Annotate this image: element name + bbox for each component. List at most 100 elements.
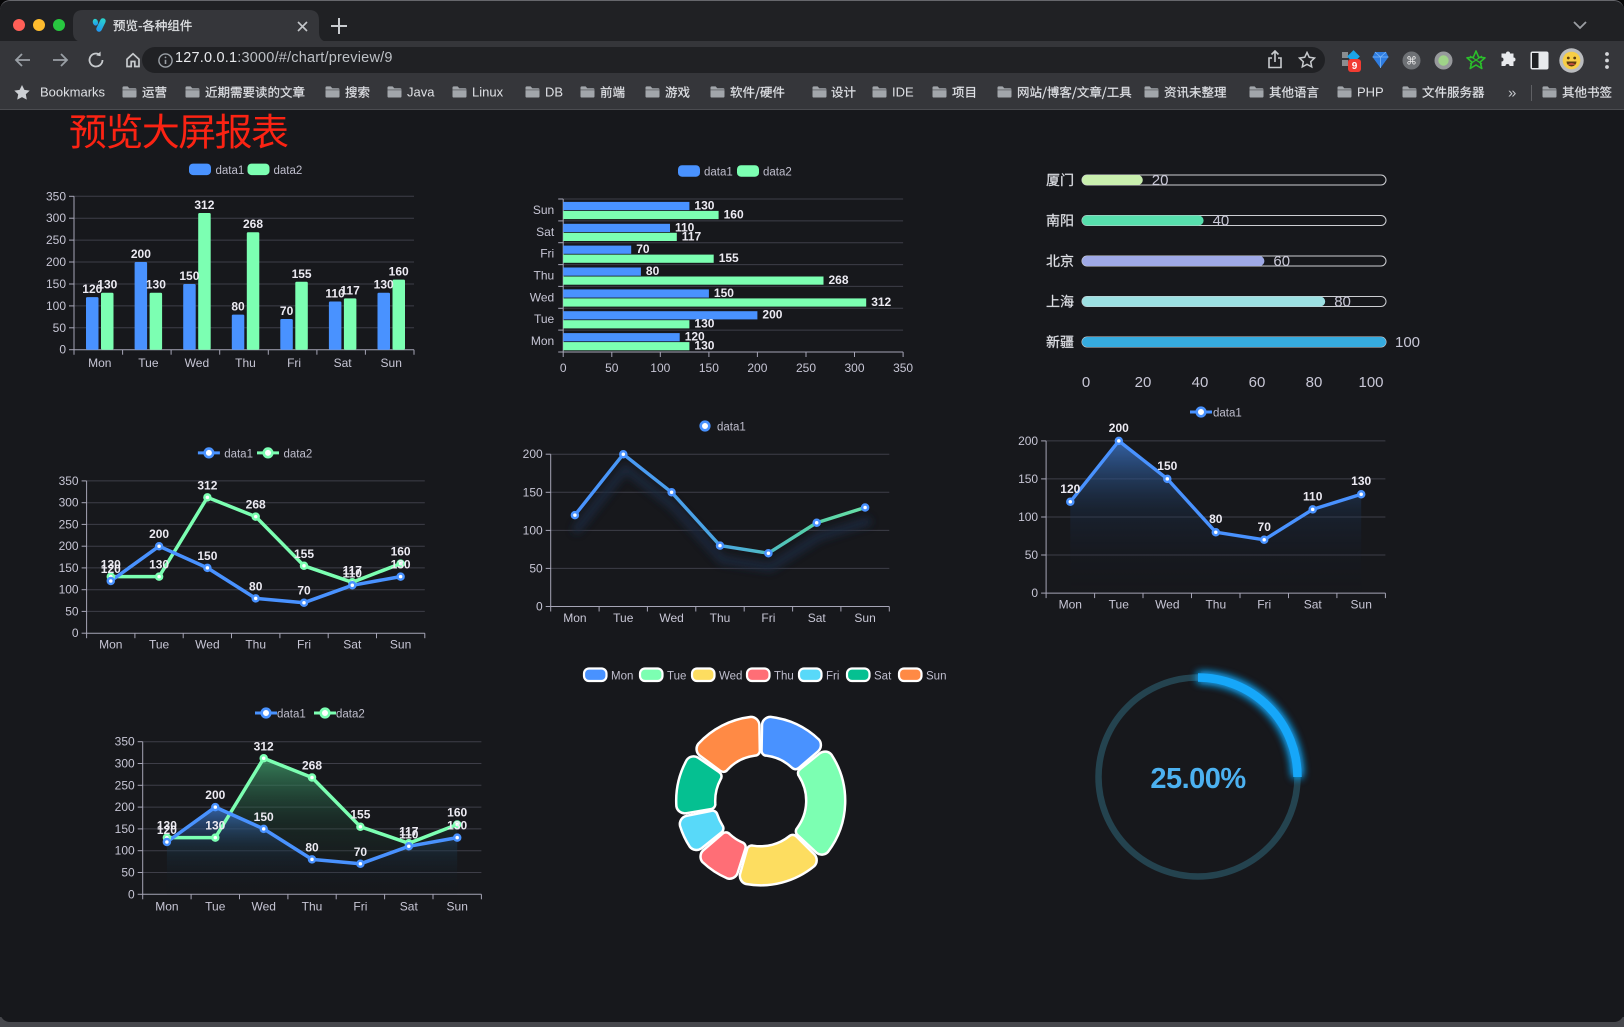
svg-text:data1: data1 [717, 421, 746, 433]
svg-text:268: 268 [829, 273, 849, 287]
svg-text:130: 130 [149, 558, 169, 572]
svg-text:120: 120 [685, 330, 705, 344]
svg-text:250: 250 [46, 233, 66, 247]
svg-text:50: 50 [1025, 548, 1039, 562]
svg-text:data2: data2 [763, 167, 792, 179]
svg-text:50: 50 [121, 866, 135, 880]
svg-text:150: 150 [714, 286, 734, 300]
svg-text:120: 120 [1060, 482, 1080, 496]
svg-text:Sun: Sun [1351, 598, 1372, 612]
svg-text:350: 350 [46, 189, 66, 203]
svg-text:160: 160 [447, 806, 467, 820]
svg-text:120: 120 [101, 562, 121, 576]
svg-text:Fri: Fri [826, 671, 839, 683]
svg-text:Sun: Sun [390, 638, 411, 652]
svg-text:Wed: Wed [251, 900, 275, 914]
svg-text:300: 300 [844, 361, 864, 375]
svg-text:Tue: Tue [205, 900, 226, 914]
svg-text:200: 200 [747, 361, 767, 375]
svg-text:Mon: Mon [88, 356, 111, 370]
svg-text:Sat: Sat [400, 900, 419, 914]
svg-text:350: 350 [59, 474, 79, 488]
svg-text:117: 117 [682, 229, 702, 243]
svg-text:Mon: Mon [155, 900, 178, 914]
svg-text:130: 130 [101, 558, 121, 572]
svg-text:80: 80 [231, 300, 245, 314]
svg-text:Wed: Wed [1155, 598, 1179, 612]
svg-text:100: 100 [115, 844, 135, 858]
svg-text:200: 200 [115, 800, 135, 814]
svg-text:150: 150 [1018, 472, 1038, 486]
svg-text:312: 312 [254, 739, 274, 753]
svg-text:0: 0 [1082, 374, 1090, 391]
svg-text:150: 150 [59, 561, 79, 575]
svg-text:110: 110 [1303, 489, 1323, 503]
svg-text:100: 100 [1395, 334, 1420, 351]
svg-text:Fri: Fri [1257, 598, 1271, 612]
svg-text:40: 40 [1192, 374, 1209, 391]
svg-text:100: 100 [46, 299, 66, 313]
svg-text:data1: data1 [216, 165, 245, 177]
svg-text:80: 80 [1334, 294, 1351, 311]
svg-text:100: 100 [59, 583, 79, 597]
svg-text:70: 70 [636, 242, 650, 256]
svg-text:Thu: Thu [302, 900, 323, 914]
svg-text:130: 130 [97, 278, 117, 292]
svg-text:Mon: Mon [99, 638, 122, 652]
svg-text:130: 130 [205, 819, 225, 833]
svg-text:150: 150 [197, 549, 217, 563]
svg-text:50: 50 [53, 321, 67, 335]
svg-text:data1: data1 [1213, 407, 1242, 419]
svg-text:Sun: Sun [447, 900, 468, 914]
svg-text:150: 150 [115, 822, 135, 836]
svg-text:Wed: Wed [530, 290, 554, 304]
svg-text:Fri: Fri [540, 247, 554, 261]
svg-text:155: 155 [292, 267, 312, 281]
svg-text:Tue: Tue [534, 312, 555, 326]
svg-text:268: 268 [302, 759, 322, 773]
svg-text:80: 80 [249, 579, 263, 593]
svg-text:300: 300 [115, 757, 135, 771]
svg-text:Wed: Wed [719, 671, 742, 683]
svg-text:200: 200 [1109, 421, 1129, 435]
svg-text:Sun: Sun [926, 671, 946, 683]
svg-text:200: 200 [1018, 434, 1038, 448]
svg-text:130: 130 [391, 558, 411, 572]
svg-text:Linux: Linux [472, 85, 504, 100]
svg-text:Wed: Wed [659, 611, 683, 625]
svg-text:250: 250 [796, 361, 816, 375]
svg-text:Sat: Sat [343, 638, 362, 652]
svg-text:80: 80 [305, 840, 319, 854]
svg-text:Sat: Sat [334, 356, 353, 370]
svg-text:PHP: PHP [1357, 85, 1384, 100]
svg-text:80: 80 [646, 264, 660, 278]
svg-text:Thu: Thu [235, 356, 256, 370]
svg-text:Sat: Sat [808, 611, 827, 625]
svg-text:0: 0 [536, 600, 543, 614]
svg-text:155: 155 [350, 808, 370, 822]
svg-text:100: 100 [1358, 374, 1383, 391]
svg-text:25.00%: 25.00% [1150, 763, 1246, 795]
svg-text:150: 150 [254, 810, 274, 824]
svg-text:Thu: Thu [245, 638, 266, 652]
svg-text:80: 80 [1209, 512, 1223, 526]
svg-text:250: 250 [115, 778, 135, 792]
svg-text:Mon: Mon [563, 611, 586, 625]
svg-text:IDE: IDE [892, 85, 914, 100]
svg-text:70: 70 [280, 304, 294, 318]
svg-text:Thu: Thu [1205, 598, 1226, 612]
svg-text:117: 117 [343, 563, 363, 577]
svg-text:Java: Java [407, 85, 435, 100]
svg-text:130: 130 [146, 278, 166, 292]
svg-text:200: 200 [59, 539, 79, 553]
svg-text:70: 70 [297, 584, 311, 598]
svg-text:150: 150 [699, 361, 719, 375]
svg-text:Sun: Sun [381, 356, 402, 370]
svg-text:200: 200 [149, 527, 169, 541]
svg-text:Sun: Sun [854, 611, 875, 625]
svg-text:Tue: Tue [149, 638, 170, 652]
svg-text:312: 312 [194, 198, 214, 212]
svg-text:250: 250 [59, 517, 79, 531]
svg-text:300: 300 [59, 496, 79, 510]
svg-text:Mon: Mon [531, 334, 554, 348]
